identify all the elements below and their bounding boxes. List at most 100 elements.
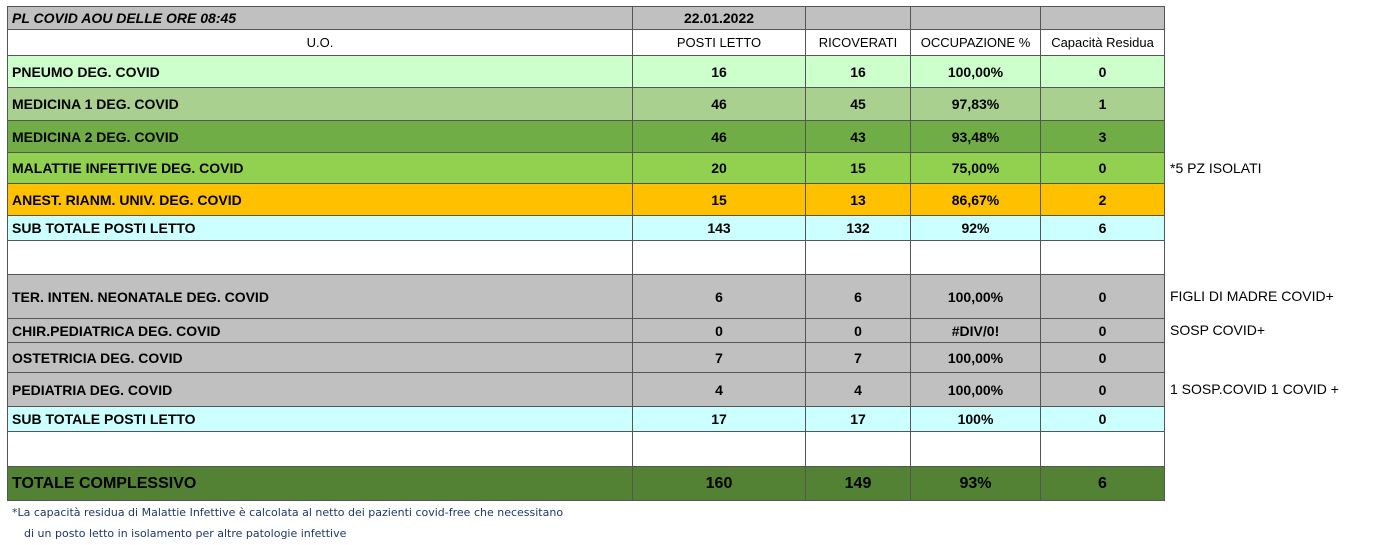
header-posti-letto: POSTI LETTO bbox=[632, 29, 806, 56]
cell-ricoverati: 16 bbox=[805, 55, 911, 88]
cell-occupazione: 93% bbox=[910, 466, 1041, 501]
cell-capacita-residua: 0 bbox=[1040, 274, 1165, 319]
header-occupazione: OCCUPAZIONE % bbox=[910, 29, 1041, 56]
table-row: TOTALE COMPLESSIVO 160 149 93% 6 bbox=[7, 466, 1165, 501]
table-row: ANEST. RIANM. UNIV. DEG. COVID 15 13 86,67%… bbox=[7, 183, 1165, 216]
cell-uo: OSTETRICIA DEG. COVID bbox=[7, 342, 633, 373]
cell-capacita-residua: 3 bbox=[1040, 120, 1165, 153]
row-note: *5 PZ ISOLATI bbox=[1170, 159, 1262, 176]
cell-posti-letto: 7 bbox=[632, 342, 806, 373]
cell-posti-letto: 46 bbox=[632, 120, 806, 153]
cell-capacita-residua: 0 bbox=[1040, 318, 1165, 343]
cell-ricoverati: 15 bbox=[805, 152, 911, 184]
row-note: FIGLI DI MADRE COVID+ bbox=[1170, 288, 1334, 304]
cell-capacita-residua bbox=[1040, 431, 1165, 467]
footnote-line-2: di un posto letto in isolamento per altr… bbox=[24, 527, 347, 540]
cell-uo: MEDICINA 2 DEG. COVID bbox=[7, 120, 633, 153]
cell-capacita-residua: 0 bbox=[1040, 372, 1165, 407]
cell-occupazione: 75,00% bbox=[910, 152, 1041, 184]
cell-posti-letto: 20 bbox=[632, 152, 806, 184]
table-row: MEDICINA 2 DEG. COVID 46 43 93,48% 3 bbox=[7, 120, 1165, 153]
report-date: 22.01.2022 bbox=[632, 6, 806, 30]
table-row: PEDIATRIA DEG. COVID 4 4 100,00% 0 bbox=[7, 372, 1165, 407]
table-row: PNEUMO DEG. COVID 16 16 100,00% 0 bbox=[7, 55, 1165, 88]
row-note: 1 SOSP.COVID 1 COVID + bbox=[1170, 381, 1339, 397]
cell-occupazione: 100,00% bbox=[910, 372, 1041, 407]
cell-occupazione: 93,48% bbox=[910, 120, 1041, 153]
table-row: MALATTIE INFETTIVE DEG. COVID 20 15 75,00% 0 bbox=[7, 152, 1165, 184]
cell-uo: MEDICINA 1 DEG. COVID bbox=[7, 87, 633, 121]
cell-occupazione: 100,00% bbox=[910, 342, 1041, 373]
cell-capacita-residua: 0 bbox=[1040, 55, 1165, 88]
cell-capacita-residua: 0 bbox=[1040, 342, 1165, 373]
cell-uo: ANEST. RIANM. UNIV. DEG. COVID bbox=[7, 183, 633, 216]
title-row: PL COVID AOU DELLE ORE 08:45 22.01.2022 bbox=[7, 6, 1165, 30]
cell-posti-letto: 6 bbox=[632, 274, 806, 319]
cell-ricoverati: 132 bbox=[805, 215, 911, 241]
cell-ricoverati: 4 bbox=[805, 372, 911, 407]
cell-capacita-residua: 6 bbox=[1040, 466, 1165, 501]
table-row: SUB TOTALE POSTI LETTO 17 17 100% 0 bbox=[7, 406, 1165, 432]
cell-posti-letto: 0 bbox=[632, 318, 806, 343]
cell-posti-letto bbox=[632, 431, 806, 467]
cell-ricoverati: 6 bbox=[805, 274, 911, 319]
cell-posti-letto: 46 bbox=[632, 87, 806, 121]
table-row: OSTETRICIA DEG. COVID 7 7 100,00% 0 bbox=[7, 342, 1165, 373]
cell-posti-letto bbox=[632, 240, 806, 275]
cell-posti-letto: 160 bbox=[632, 466, 806, 501]
cell-ricoverati: 13 bbox=[805, 183, 911, 216]
header-capacita-residua: Capacità Residua bbox=[1040, 29, 1165, 56]
covid-beds-table: PL COVID AOU DELLE ORE 08:45 22.01.2022 … bbox=[7, 6, 1165, 501]
table-title: PL COVID AOU DELLE ORE 08:45 bbox=[7, 6, 633, 30]
title-empty-cell bbox=[805, 6, 911, 30]
cell-occupazione bbox=[910, 240, 1041, 275]
table-row bbox=[7, 431, 1165, 467]
cell-ricoverati: 7 bbox=[805, 342, 911, 373]
cell-uo: PNEUMO DEG. COVID bbox=[7, 55, 633, 88]
cell-capacita-residua: 6 bbox=[1040, 215, 1165, 241]
cell-posti-letto: 16 bbox=[632, 55, 806, 88]
cell-occupazione: #DIV/0! bbox=[910, 318, 1041, 343]
title-empty-cell bbox=[910, 6, 1041, 30]
cell-occupazione: 86,67% bbox=[910, 183, 1041, 216]
cell-occupazione: 92% bbox=[910, 215, 1041, 241]
cell-uo: MALATTIE INFETTIVE DEG. COVID bbox=[7, 152, 633, 184]
cell-capacita-residua: 0 bbox=[1040, 152, 1165, 184]
cell-uo: SUB TOTALE POSTI LETTO bbox=[7, 406, 633, 432]
cell-ricoverati: 0 bbox=[805, 318, 911, 343]
footnote-line-1: *La capacità residua di Malattie Infetti… bbox=[12, 506, 564, 519]
header-ricoverati: RICOVERATI bbox=[805, 29, 911, 56]
header-row: U.O. POSTI LETTO RICOVERATI OCCUPAZIONE … bbox=[7, 29, 1165, 56]
cell-uo: CHIR.PEDIATRICA DEG. COVID bbox=[7, 318, 633, 343]
cell-occupazione: 100% bbox=[910, 406, 1041, 432]
cell-capacita-residua bbox=[1040, 240, 1165, 275]
header-uo: U.O. bbox=[7, 29, 633, 56]
cell-capacita-residua: 2 bbox=[1040, 183, 1165, 216]
cell-ricoverati: 43 bbox=[805, 120, 911, 153]
cell-capacita-residua: 0 bbox=[1040, 406, 1165, 432]
cell-uo: PEDIATRIA DEG. COVID bbox=[7, 372, 633, 407]
cell-posti-letto: 4 bbox=[632, 372, 806, 407]
table-row bbox=[7, 240, 1165, 275]
cell-ricoverati: 17 bbox=[805, 406, 911, 432]
cell-uo: TOTALE COMPLESSIVO bbox=[7, 466, 633, 501]
cell-posti-letto: 143 bbox=[632, 215, 806, 241]
cell-ricoverati bbox=[805, 240, 911, 275]
cell-occupazione bbox=[910, 431, 1041, 467]
cell-ricoverati: 45 bbox=[805, 87, 911, 121]
title-empty-cell bbox=[1040, 6, 1165, 30]
cell-capacita-residua: 1 bbox=[1040, 87, 1165, 121]
cell-uo: TER. INTEN. NEONATALE DEG. COVID bbox=[7, 274, 633, 319]
cell-occupazione: 100,00% bbox=[910, 55, 1041, 88]
cell-uo bbox=[7, 240, 633, 275]
cell-uo: SUB TOTALE POSTI LETTO bbox=[7, 215, 633, 241]
cell-occupazione: 97,83% bbox=[910, 87, 1041, 121]
table-row: SUB TOTALE POSTI LETTO 143 132 92% 6 bbox=[7, 215, 1165, 241]
row-note: SOSP COVID+ bbox=[1170, 322, 1266, 338]
cell-uo bbox=[7, 431, 633, 467]
table-row: MEDICINA 1 DEG. COVID 46 45 97,83% 1 bbox=[7, 87, 1165, 121]
table-row: CHIR.PEDIATRICA DEG. COVID 0 0 #DIV/0! 0 bbox=[7, 318, 1165, 343]
table-row: TER. INTEN. NEONATALE DEG. COVID 6 6 100,00… bbox=[7, 274, 1165, 319]
cell-occupazione: 100,00% bbox=[910, 274, 1041, 319]
cell-ricoverati bbox=[805, 431, 911, 467]
